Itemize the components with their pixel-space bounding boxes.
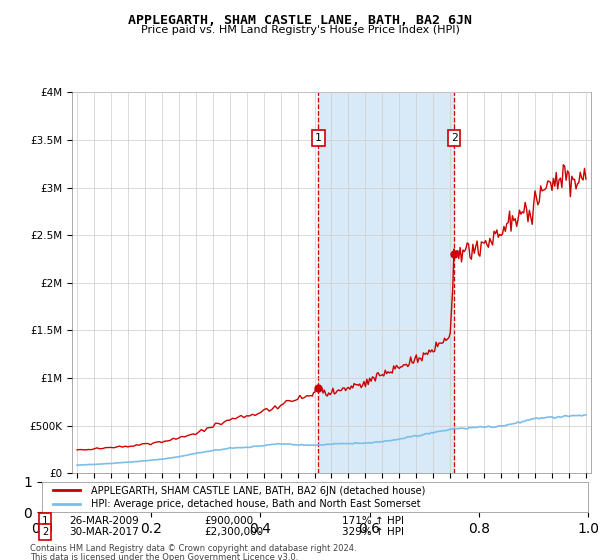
Text: HPI: Average price, detached house, Bath and North East Somerset: HPI: Average price, detached house, Bath… xyxy=(91,500,421,510)
Text: 1: 1 xyxy=(42,516,48,526)
Text: £2,300,000: £2,300,000 xyxy=(204,527,263,537)
Bar xyxy=(319,92,454,473)
Text: £900,000: £900,000 xyxy=(204,516,253,526)
Text: 2: 2 xyxy=(451,133,458,143)
Text: Contains HM Land Registry data © Crown copyright and database right 2024.: Contains HM Land Registry data © Crown c… xyxy=(30,544,356,553)
Text: 2: 2 xyxy=(42,527,48,537)
Text: This data is licensed under the Open Government Licence v3.0.: This data is licensed under the Open Gov… xyxy=(30,553,298,560)
Text: 1: 1 xyxy=(315,133,322,143)
Text: 30-MAR-2017: 30-MAR-2017 xyxy=(69,527,139,537)
Text: Price paid vs. HM Land Registry's House Price Index (HPI): Price paid vs. HM Land Registry's House … xyxy=(140,25,460,35)
Text: APPLEGARTH, SHAM CASTLE LANE, BATH, BA2 6JN: APPLEGARTH, SHAM CASTLE LANE, BATH, BA2 … xyxy=(128,14,472,27)
Text: 26-MAR-2009: 26-MAR-2009 xyxy=(69,516,139,526)
Text: 171% ↑ HPI: 171% ↑ HPI xyxy=(342,516,404,526)
Text: 329% ↑ HPI: 329% ↑ HPI xyxy=(342,527,404,537)
Text: APPLEGARTH, SHAM CASTLE LANE, BATH, BA2 6JN (detached house): APPLEGARTH, SHAM CASTLE LANE, BATH, BA2 … xyxy=(91,486,425,496)
